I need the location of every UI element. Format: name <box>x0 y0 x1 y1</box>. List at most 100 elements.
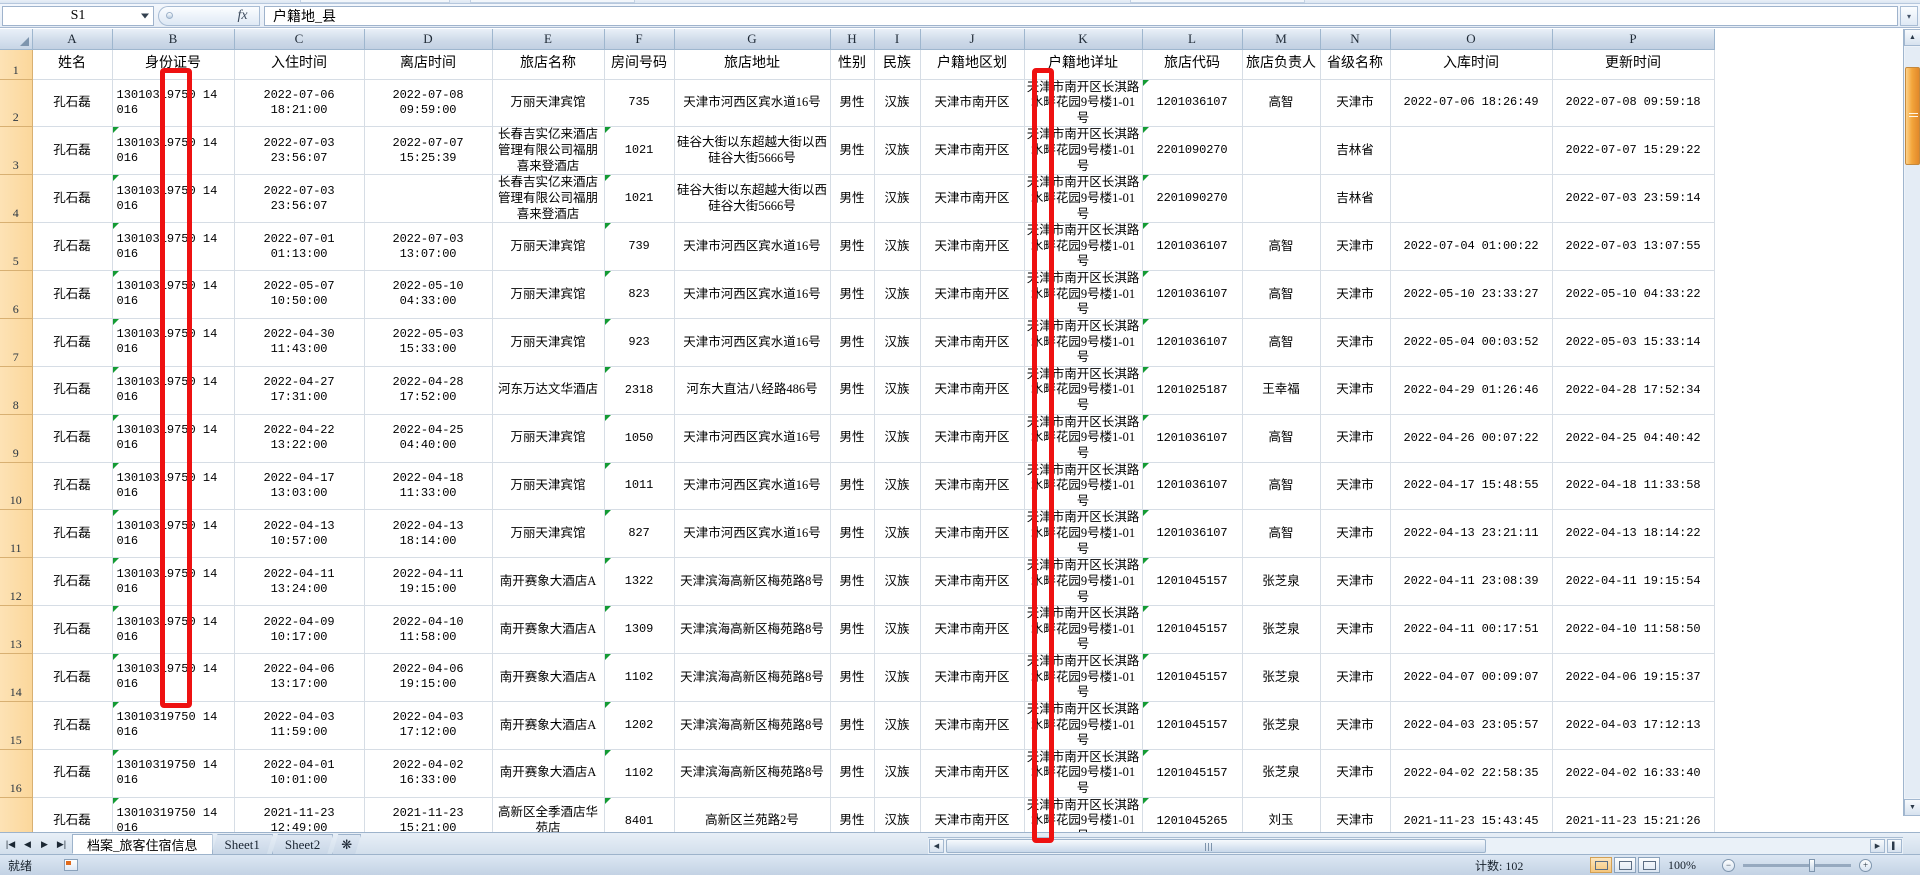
cell-gender[interactable]: 男性 <box>830 509 875 559</box>
cell-addr[interactable]: 天津滨海高新区梅苑路8号 <box>674 749 831 798</box>
column-header-I[interactable]: I <box>874 29 921 50</box>
cell-name[interactable]: 孔石磊 <box>32 557 113 607</box>
cell-province[interactable]: 天津市 <box>1320 462 1391 511</box>
cell-room[interactable]: 1102 <box>604 653 675 702</box>
column-header-P[interactable]: P <box>1552 29 1715 50</box>
cell-ethnic[interactable]: 汉族 <box>874 557 921 607</box>
column-title-cell[interactable]: 户籍地区划 <box>920 49 1025 80</box>
cell-name[interactable]: 孔石磊 <box>32 174 113 224</box>
cell-hukou-detail[interactable]: 天津市南开区长淇路水畔花园9号楼1-01号 <box>1024 222 1143 271</box>
last-sheet-icon[interactable]: ▶| <box>56 838 67 849</box>
cell-gender[interactable]: 男性 <box>830 318 875 367</box>
cell-addr[interactable]: 硅谷大街以东超越大街以西硅谷大街5666号 <box>674 126 831 176</box>
cell-manager[interactable]: 张芝泉 <box>1242 605 1321 654</box>
cell-room[interactable]: 823 <box>604 270 675 319</box>
cell-update[interactable]: 2022-04-28 17:52:34 <box>1552 366 1715 415</box>
cell-gender[interactable]: 男性 <box>830 174 875 224</box>
cell-hotel-code[interactable]: 1201036107 <box>1142 509 1243 559</box>
cell-hotel[interactable]: 南开赛象大酒店A <box>492 701 605 750</box>
cell-hotel[interactable]: 万丽天津宾馆 <box>492 414 605 463</box>
cell-manager[interactable]: 高智 <box>1242 222 1321 271</box>
cell-update[interactable]: 2022-04-06 19:15:37 <box>1552 653 1715 702</box>
cell-checkout[interactable]: 2022-04-28 17:52:00 <box>364 366 493 415</box>
page-layout-view-icon[interactable] <box>1614 857 1636 873</box>
cell-gender[interactable]: 男性 <box>830 79 875 128</box>
cell-update[interactable]: 2022-04-25 04:40:42 <box>1552 414 1715 463</box>
cell-intake[interactable]: 2022-07-04 01:00:22 <box>1390 222 1553 271</box>
cell-hukou-detail[interactable]: 天津市南开区长淇路水畔花园9号楼1-01号 <box>1024 79 1143 128</box>
column-header-C[interactable]: C <box>234 29 365 50</box>
cell-addr[interactable]: 天津滨海高新区梅苑路8号 <box>674 701 831 750</box>
row-header[interactable]: 2 <box>0 78 33 128</box>
cell-hotel-code[interactable]: 1201036107 <box>1142 318 1243 367</box>
cell-hukou-detail[interactable]: 天津市南开区长淇路水畔花园9号楼1-01号 <box>1024 414 1143 463</box>
cell-update[interactable]: 2022-04-03 17:12:13 <box>1552 701 1715 750</box>
vertical-scrollbar[interactable]: ▲ ▼ <box>1903 29 1920 816</box>
column-title-cell[interactable]: 姓名 <box>32 49 113 80</box>
zoom-level-label[interactable]: 100% <box>1668 857 1696 872</box>
table-row[interactable]: 5 孔石磊 13010319750 14 016 2022-07-01 01:13:0… <box>0 222 1715 271</box>
cell-hotel-code[interactable]: 1201036107 <box>1142 462 1243 511</box>
scroll-right-icon[interactable]: ▶ <box>1870 839 1885 853</box>
cell-hukou-region[interactable]: 天津市南开区 <box>920 414 1025 463</box>
column-title-cell[interactable]: 旅店名称 <box>492 49 605 80</box>
cell-manager[interactable]: 高智 <box>1242 509 1321 559</box>
cell-checkin[interactable]: 2022-07-03 23:56:07 <box>234 126 365 176</box>
cell-addr[interactable]: 天津市河西区宾水道16号 <box>674 79 831 128</box>
cell-name[interactable]: 孔石磊 <box>32 366 113 415</box>
cell-gender[interactable]: 男性 <box>830 366 875 415</box>
cell-hukou-detail[interactable]: 天津市南开区长淇路水畔花园9号楼1-01号 <box>1024 318 1143 367</box>
cell-hukou-detail[interactable]: 天津市南开区长淇路水畔花园9号楼1-01号 <box>1024 174 1143 224</box>
cell-checkin[interactable]: 2022-04-13 10:57:00 <box>234 509 365 559</box>
column-header-G[interactable]: G <box>674 29 831 50</box>
cell-manager[interactable]: 高智 <box>1242 414 1321 463</box>
cell-intake[interactable]: 2022-04-07 00:09:07 <box>1390 653 1553 702</box>
column-title-cell[interactable]: 户籍地详址 <box>1024 49 1143 80</box>
vscroll-track-below[interactable] <box>1905 165 1920 798</box>
cell-hukou-region[interactable]: 天津市南开区 <box>920 174 1025 224</box>
cell-hukou-region[interactable]: 天津市南开区 <box>920 318 1025 367</box>
cell-hotel-code[interactable]: 2201090270 <box>1142 126 1243 176</box>
cell-gender[interactable]: 男性 <box>830 653 875 702</box>
cell-hotel-code[interactable]: 1201045157 <box>1142 557 1243 607</box>
name-box[interactable]: S1 <box>2 5 154 26</box>
row-header[interactable]: 12 <box>0 557 33 607</box>
cell-update[interactable]: 2022-05-10 04:33:22 <box>1552 270 1715 319</box>
formula-input[interactable]: 户籍地_县 <box>264 5 1898 26</box>
cell-intake[interactable] <box>1390 126 1553 176</box>
cell-ethnic[interactable]: 汉族 <box>874 174 921 224</box>
row-header[interactable]: 16 <box>0 748 33 798</box>
scroll-down-icon[interactable]: ▼ <box>1904 799 1920 816</box>
scroll-end-icon[interactable]: ▌ <box>1887 839 1902 853</box>
cell-gender[interactable]: 男性 <box>830 222 875 271</box>
cell-ethnic[interactable]: 汉族 <box>874 509 921 559</box>
cell-manager[interactable]: 高智 <box>1242 462 1321 511</box>
cell-hukou-region[interactable]: 天津市南开区 <box>920 653 1025 702</box>
cell-id-number[interactable]: 13010319750 14 016 <box>112 653 235 702</box>
cell-intake[interactable]: 2022-04-26 00:07:22 <box>1390 414 1553 463</box>
column-title-cell[interactable]: 旅店负责人 <box>1242 49 1321 80</box>
column-title-cell[interactable]: 入住时间 <box>234 49 365 80</box>
cell-hukou-detail[interactable]: 天津市南开区长淇路水畔花园9号楼1-01号 <box>1024 749 1143 798</box>
cell-name[interactable]: 孔石磊 <box>32 605 113 654</box>
cell-gender[interactable]: 男性 <box>830 749 875 798</box>
column-title-cell[interactable]: 性别 <box>830 49 875 80</box>
cell-room[interactable]: 739 <box>604 222 675 271</box>
zoom-out-icon[interactable]: − <box>1722 858 1735 872</box>
cell-checkout[interactable] <box>364 174 493 224</box>
cell-room[interactable]: 1322 <box>604 557 675 607</box>
cell-id-number[interactable]: 13010319750 14 016 <box>112 222 235 271</box>
horizontal-scrollbar[interactable]: ◀ ▶ ▌ <box>928 837 1903 854</box>
cell-checkin[interactable]: 2022-04-01 10:01:00 <box>234 749 365 798</box>
cell-province[interactable]: 天津市 <box>1320 701 1391 750</box>
cell-manager[interactable]: 张芝泉 <box>1242 749 1321 798</box>
chevron-down-icon[interactable] <box>141 13 149 18</box>
cell-intake[interactable]: 2022-04-17 15:48:55 <box>1390 462 1553 511</box>
cell-hukou-region[interactable]: 天津市南开区 <box>920 366 1025 415</box>
cell-name[interactable]: 孔石磊 <box>32 509 113 559</box>
cell-hotel-code[interactable]: 1201036107 <box>1142 79 1243 128</box>
table-row[interactable]: 6 孔石磊 13010319750 14 016 2022-05-07 10:50:0… <box>0 270 1715 319</box>
cell-id-number[interactable]: 13010319750 14 016 <box>112 174 235 224</box>
table-row[interactable]: 3 孔石磊 13010319750 14 016 2022-07-03 23:56:0… <box>0 126 1715 176</box>
cell-province[interactable]: 天津市 <box>1320 366 1391 415</box>
